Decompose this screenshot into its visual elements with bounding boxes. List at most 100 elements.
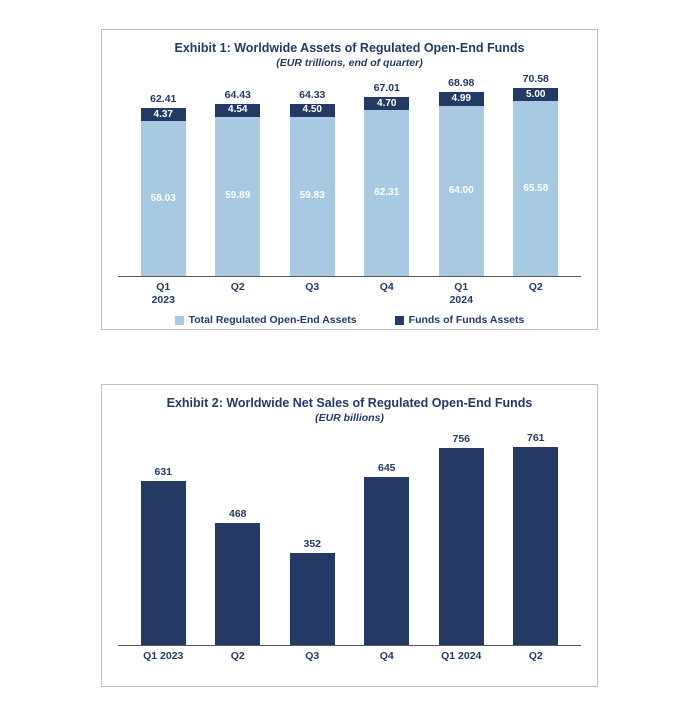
exhibit1-title: Exhibit 1: Worldwide Assets of Regulated…: [174, 41, 525, 55]
total-assets-segment: 59.83: [289, 116, 335, 276]
net-sales-bar: [215, 523, 261, 645]
bar-group: 645: [350, 461, 425, 645]
total-assets-value-label: 58.03: [150, 192, 176, 204]
quarter-label: Q2: [528, 650, 543, 662]
exhibit2-title: Exhibit 2: Worldwide Net Sales of Regula…: [166, 396, 533, 410]
funds-of-funds-value-label: 4.37: [153, 108, 173, 120]
legend-label: Funds of Funds Assets: [408, 314, 525, 326]
bar-value-label: 468: [228, 508, 247, 521]
exhibit2-x-axis-labels: Q1 2023 Q2 Q3 Q4 Q1 2024 Q2: [118, 646, 581, 663]
funds-of-funds-segment: 4.99: [438, 92, 484, 106]
bar-group: 62.41 4.37 58.03: [126, 92, 201, 276]
bar-group: 70.58 5.00 65.58: [499, 72, 574, 276]
legend-label: Total Regulated Open-End Assets: [188, 314, 357, 326]
stacked-bar: 4.37 58.03: [140, 108, 186, 276]
net-sales-bar: [364, 477, 410, 645]
funds-of-funds-segment: 4.70: [364, 97, 410, 110]
legend-marker-swatch: [174, 315, 184, 325]
bar-value-label: 761: [526, 432, 545, 444]
x-axis-label: Q4: [350, 650, 425, 663]
bar-group: 64.33 4.50 59.83: [275, 88, 350, 276]
total-value-label: 62.41: [150, 93, 177, 106]
net-sales-bar: [513, 447, 559, 645]
total-assets-segment: 64.00: [438, 105, 484, 276]
exhibit1-plot-area: 62.41 4.37 58.03 64.43 4.54 59.89 64.33 4.50 59.…: [118, 69, 581, 277]
bar-group: 756: [424, 432, 499, 645]
total-assets-value-label: 62.31: [374, 187, 400, 198]
x-axis-label: Q1 2023: [126, 650, 201, 663]
stacked-bar: 4.54 59.89: [215, 103, 261, 276]
funds-of-funds-value-label: 4.54: [228, 104, 248, 115]
exhibit2-panel: Exhibit 2: Worldwide Net Sales of Regula…: [101, 384, 598, 687]
bar-group: 64.43 4.54 59.89: [201, 88, 276, 276]
exhibit2-subtitle: (EUR billions): [315, 412, 384, 424]
total-value-label: 68.98: [448, 77, 475, 90]
total-value-label: 64.43: [224, 88, 251, 101]
x-axis-label: Q2: [499, 281, 574, 307]
total-assets-segment: 62.31: [364, 110, 410, 276]
funds-of-funds-segment: 4.37: [140, 108, 186, 122]
quarter-label: Q4: [379, 650, 394, 662]
quarter-label: Q3: [305, 650, 320, 662]
total-value-label: 67.01: [373, 82, 400, 94]
exhibit2-plot-area: 631 468 352 645 756 761: [118, 424, 581, 646]
exhibit1-panel: Exhibit 1: Worldwide Assets of Regulated…: [101, 29, 598, 330]
net-sales-bar: [438, 448, 484, 645]
x-axis-label: Q4: [350, 281, 425, 307]
stacked-bar: 5.00 65.58: [513, 88, 559, 276]
total-value-label: 70.58: [522, 73, 549, 86]
total-assets-value-label: 65.58: [523, 182, 549, 194]
total-assets-segment: 59.89: [215, 116, 261, 276]
funds-of-funds-segment: 5.00: [513, 88, 559, 102]
quarter-label: Q2: [230, 281, 245, 293]
x-axis-label: Q1 2024: [424, 650, 499, 663]
year-label: 2023: [151, 294, 175, 306]
bar-group: 352: [275, 537, 350, 645]
quarter-label: Q2: [528, 281, 543, 293]
x-axis-label: Q2: [201, 281, 276, 307]
funds-of-funds-segment: 4.54: [215, 103, 261, 117]
funds-of-funds-segment: 4.50: [289, 103, 335, 117]
bar-group: 631: [126, 465, 201, 645]
exhibit1-subtitle: (EUR trillions, end of quarter): [276, 57, 423, 69]
stacked-bar: 4.50 59.83: [289, 103, 335, 276]
x-axis-label: Q2: [201, 650, 276, 663]
funds-of-funds-value-label: 4.99: [451, 92, 471, 104]
total-value-label: 64.33: [299, 88, 326, 101]
exhibit1-x-axis-labels: Q1 2023 Q2 Q3 Q4 Q1 2024 Q2: [118, 277, 581, 307]
total-assets-value-label: 59.83: [299, 190, 325, 202]
exhibit1-legend: Total Regulated Open-End Assets Funds of …: [102, 314, 597, 326]
funds-of-funds-value-label: 4.70: [377, 97, 397, 109]
stacked-bar: 4.99 64.00: [438, 92, 484, 276]
total-assets-value-label: 64.00: [448, 184, 474, 196]
quarter-label: Q1: [156, 281, 171, 293]
legend-item: Total Regulated Open-End Assets: [174, 314, 357, 326]
net-sales-bar: [289, 553, 335, 645]
stacked-bar: 4.70 62.31: [364, 97, 410, 276]
legend-item: Funds of Funds Assets: [394, 314, 525, 326]
x-axis-label: Q1 2024: [424, 281, 499, 307]
bar-group: 68.98 4.99 64.00: [424, 76, 499, 276]
quarter-label: Q2: [230, 650, 245, 662]
net-sales-bar: [140, 480, 186, 645]
total-assets-segment: 58.03: [140, 121, 186, 276]
funds-of-funds-value-label: 4.50: [302, 104, 322, 116]
year-label: 2024: [449, 294, 473, 306]
bar-group: 761: [499, 431, 574, 645]
bar-value-label: 631: [154, 465, 173, 478]
total-assets-value-label: 59.89: [225, 190, 251, 202]
quarter-label: Q4: [379, 281, 394, 293]
bar-group: 67.01 4.70 62.31: [350, 81, 425, 276]
x-axis-label: Q3: [275, 650, 350, 663]
x-axis-label: Q1 2023: [126, 281, 201, 307]
bar-value-label: 756: [452, 433, 471, 446]
funds-of-funds-value-label: 5.00: [526, 88, 546, 100]
total-assets-segment: 65.58: [513, 101, 559, 276]
quarter-label: Q1 2024: [441, 650, 482, 662]
x-axis-label: Q2: [499, 650, 574, 663]
bar-value-label: 645: [377, 462, 396, 475]
bar-group: 468: [201, 507, 276, 645]
quarter-label: Q1: [454, 281, 469, 293]
quarter-label: Q3: [305, 281, 320, 293]
